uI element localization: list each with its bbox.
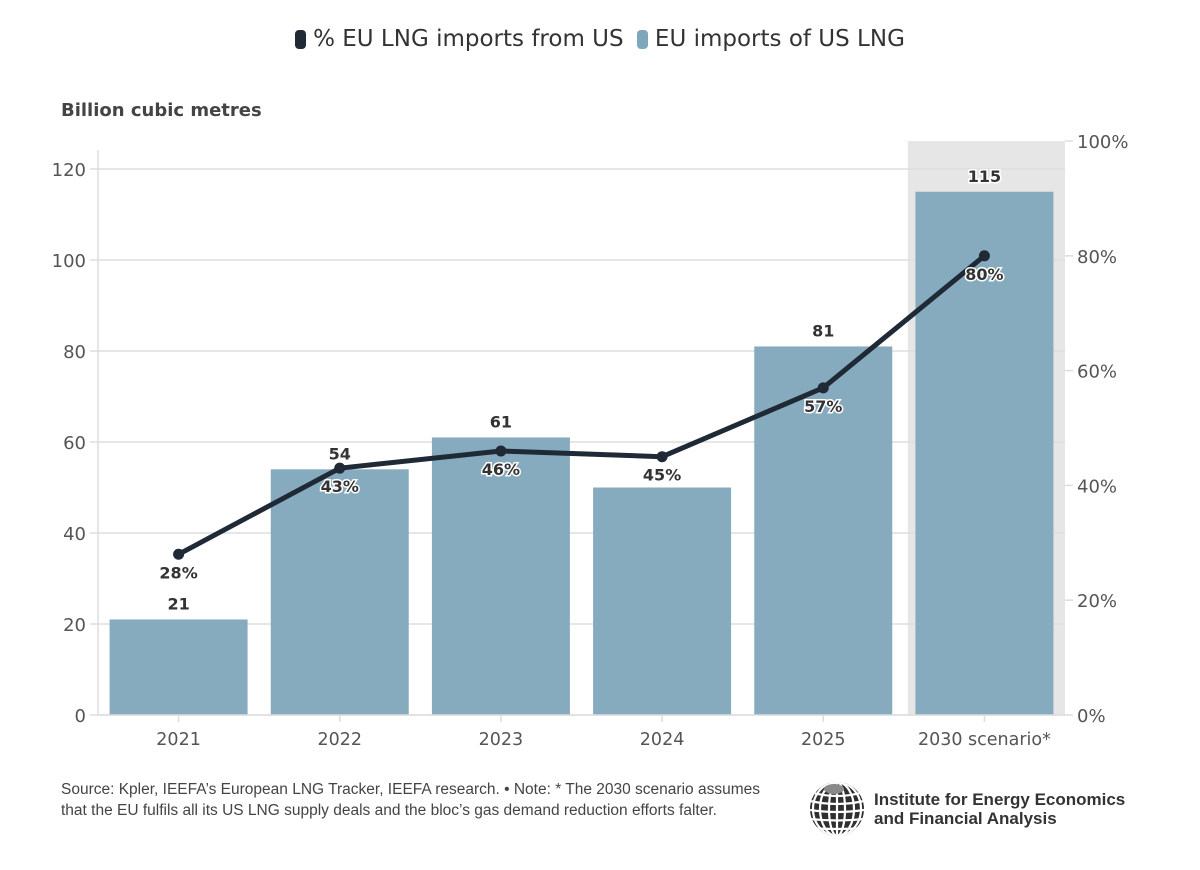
bar-value-label: 54 — [329, 444, 351, 463]
x-tick-label: 2025 — [801, 730, 846, 750]
share-value-label: 28% — [159, 563, 197, 582]
legend-item-share[interactable]: % EU LNG imports from US — [295, 26, 624, 52]
y2-tick-label: 0% — [1077, 706, 1106, 727]
y2-tick-label: 60% — [1077, 362, 1117, 383]
y2-tick-label: 20% — [1077, 591, 1117, 612]
legend-item-imports[interactable]: EU imports of US LNG — [636, 26, 905, 52]
y-tick-label: 60 — [63, 433, 86, 454]
legend-label-share: % EU LNG imports from US — [313, 26, 624, 52]
y-tick-label: 20 — [63, 615, 86, 636]
share-point — [334, 462, 346, 474]
ieefa-logo[interactable]: Institute for Energy Economics and Finan… — [808, 780, 1125, 838]
legend-swatch-line — [295, 29, 307, 49]
legend-swatch-bar — [636, 29, 648, 49]
source-note: Source: Kpler, IEEFA’s European LNG Trac… — [61, 781, 760, 819]
share-point — [173, 548, 185, 560]
share-value-label: 57% — [804, 397, 842, 416]
logo-line-2: and Financial Analysis — [874, 809, 1057, 828]
share-value-label: 80% — [965, 265, 1003, 284]
y-tick-label: 0 — [75, 706, 86, 727]
bar-value-label: 115 — [968, 167, 1001, 186]
share-point — [656, 451, 668, 463]
legend: % EU LNG imports from US EU imports of U… — [0, 26, 1200, 55]
x-tick-label: 2030 scenario* — [918, 730, 1051, 750]
bar — [431, 437, 570, 715]
bar — [109, 619, 248, 715]
logo-line-1: Institute for Energy Economics — [874, 790, 1126, 809]
x-tick-label: 2021 — [156, 730, 201, 750]
y-tick-label: 40 — [63, 524, 86, 545]
y-tick-label: 80 — [63, 342, 86, 363]
share-value-label: 46% — [482, 460, 520, 479]
bar — [915, 191, 1054, 715]
logo-text: Institute for Energy Economics and Finan… — [874, 790, 1125, 828]
share-value-label: 43% — [321, 477, 359, 496]
share-value-label: 45% — [643, 466, 681, 485]
y2-tick-label: 80% — [1077, 247, 1117, 268]
share-point — [817, 382, 829, 394]
y2-tick-label: 40% — [1077, 476, 1117, 497]
share-point — [495, 445, 507, 457]
x-tick-label: 2022 — [317, 730, 362, 750]
y-tick-label: 120 — [52, 160, 86, 181]
x-tick-label: 2023 — [479, 730, 524, 750]
bar — [593, 487, 732, 715]
bar — [270, 469, 409, 715]
bar-value-label: 61 — [490, 412, 512, 431]
y-axis-unit-label: Billion cubic metres — [61, 100, 262, 121]
share-line — [176, 253, 987, 557]
bar-value-label: 21 — [167, 594, 189, 613]
legend-label-imports: EU imports of US LNG — [654, 26, 905, 52]
bar-value-label: 81 — [812, 321, 834, 340]
y2-tick-label: 100% — [1077, 132, 1128, 153]
globe-icon — [810, 782, 864, 836]
share-point — [978, 250, 990, 262]
x-tick-label: 2024 — [640, 730, 685, 750]
chart: 0 20 40 60 80 100 120 0% 20% 40% 60% 80% 100% 2021 202… — [52, 132, 1129, 750]
y-tick-label: 100 — [52, 251, 86, 272]
